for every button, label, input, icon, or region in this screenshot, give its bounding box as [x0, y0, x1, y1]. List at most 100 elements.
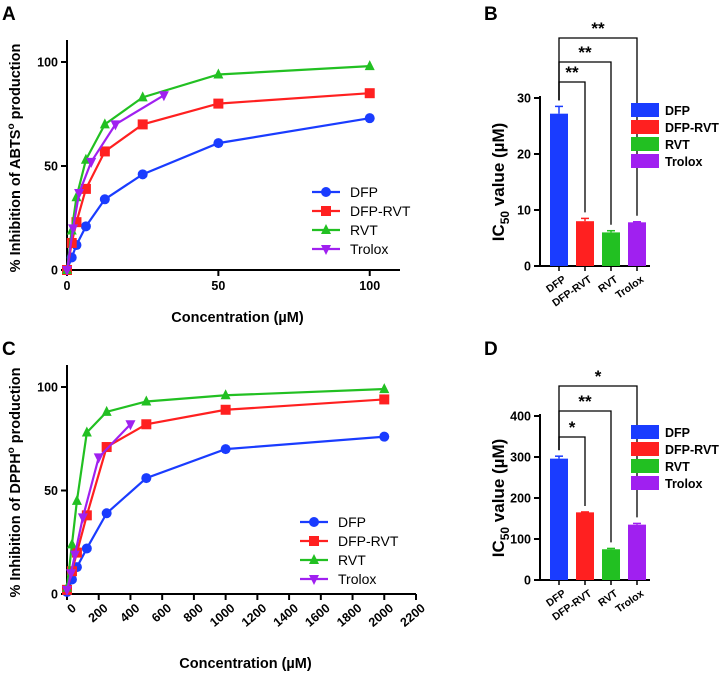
significance-label: ** [591, 19, 605, 38]
data-point-dfp [213, 138, 224, 149]
data-point-dfp [141, 473, 152, 484]
data-point-rvt [66, 538, 77, 549]
y-axis-title-rest: production [8, 44, 24, 124]
legend-marker-trolox [321, 245, 331, 255]
y-tick-label: 0 [524, 574, 531, 588]
y-tick-label: 20 [517, 148, 531, 162]
y-axis-title-main: % Inhibition of DPPH [8, 453, 24, 597]
legend-marker-rvt [309, 554, 319, 564]
legend-label-rvt: RVT [665, 138, 690, 152]
bar-rvt [602, 549, 620, 580]
data-point-dfp-rvt [379, 394, 390, 405]
panel-letter-b: B [484, 4, 498, 25]
panel-letter-d: D [484, 339, 498, 360]
data-point-trolox [125, 420, 136, 431]
x-tick-label: 2200 [398, 601, 428, 630]
data-point-rvt [81, 426, 92, 437]
data-point-rvt [364, 60, 375, 71]
x-tick-label: 1400 [271, 601, 301, 630]
y-axis-title: IC50 value (µM) [489, 439, 512, 558]
legend-marker-rvt [321, 224, 331, 234]
legend-marker-dfp [321, 187, 331, 197]
panel-a-line-chart: 0 50 100 0 50 100 Concentration (µM) % Inhibiti… [6, 40, 411, 326]
data-point-rvt [101, 405, 112, 416]
x-tick-label: 0 [64, 279, 71, 293]
y-axis-title-subscript: 50 [498, 211, 512, 225]
legend-swatch-dfp-rvt [631, 120, 659, 134]
y-axis-title-rest: production [8, 367, 24, 447]
legend-marker-dfp-rvt [309, 536, 319, 546]
legend-swatch-dfp [631, 425, 659, 439]
y-tick-label: 100 [37, 56, 58, 70]
legend-label-rvt: RVT [338, 552, 366, 568]
y-tick-label: 100 [510, 533, 531, 547]
data-point-dfp [220, 444, 231, 455]
legend-swatch-dfp-rvt [631, 442, 659, 456]
legend-label-rvt: RVT [350, 222, 378, 238]
significance-label: * [569, 418, 576, 437]
y-tick-label: 0 [51, 264, 58, 278]
y-tick-label: 50 [44, 484, 58, 498]
bar-trolox [628, 524, 646, 580]
data-point-dfp [81, 543, 92, 554]
data-point-rvt [137, 91, 148, 102]
y-axis-title-rest: value (µM) [489, 439, 508, 527]
legend-marker-dfp-rvt [321, 206, 331, 216]
significance-label: ** [578, 43, 592, 62]
bar-dfp [550, 458, 568, 580]
y-tick-label: 200 [510, 492, 531, 506]
legend-swatch-rvt [631, 459, 659, 473]
y-axis-title-main: IC [489, 540, 508, 557]
x-tick-label: 100 [359, 279, 380, 293]
y-axis-title: % Inhibition of DPPHo production [6, 367, 24, 597]
y-axis-title-main: % Inhibition of ABTS [8, 129, 24, 272]
x-tick-label: 800 [181, 601, 206, 625]
x-tick-label: 1800 [334, 601, 364, 630]
data-point-rvt [71, 494, 82, 505]
legend-marker-dfp [309, 517, 319, 527]
data-point-dfp-rvt [99, 146, 110, 157]
y-tick-label: 100 [37, 381, 58, 395]
series-line-dfp [65, 435, 385, 593]
y-tick-label: 300 [510, 451, 531, 465]
bar-dfp [550, 113, 568, 267]
series-line-dfp-rvt [65, 398, 385, 591]
bar-dfp-rvt [576, 221, 594, 266]
bar-trolox [628, 222, 646, 266]
y-axis-title: % Inhibition of ABTSo production [6, 44, 24, 273]
y-axis-title-rest: value (µM) [489, 123, 508, 211]
y-axis-title-superscript: o [6, 123, 17, 129]
legend-label-dfp-rvt: DFP-RVT [665, 443, 719, 457]
category-label-trolox: Trolox [613, 587, 646, 615]
data-point-dfp [364, 113, 375, 124]
x-tick-label: 600 [149, 601, 174, 625]
data-point-trolox [62, 266, 72, 276]
legend-label-dfp: DFP [665, 104, 690, 118]
y-axis-title-main: IC [489, 224, 508, 241]
category-label-trolox: Trolox [613, 273, 646, 301]
data-point-trolox [69, 550, 80, 561]
significance-label: ** [565, 63, 579, 82]
data-point-dfp [80, 221, 91, 232]
data-point-trolox [158, 91, 169, 102]
legend-label-dfp: DFP [338, 514, 366, 530]
data-point-trolox [65, 569, 76, 580]
legend-label-trolox: Trolox [350, 241, 388, 257]
x-tick-label: 200 [86, 601, 111, 625]
panel-letter-c: C [2, 339, 16, 360]
data-point-dfp-rvt [71, 217, 82, 228]
data-point-dfp-rvt [137, 119, 148, 130]
series-line-rvt [65, 387, 385, 588]
panel-letter-a: A [2, 4, 16, 25]
data-point-dfp [99, 194, 110, 205]
x-tick-label: 1200 [239, 601, 269, 630]
significance-label: * [595, 367, 602, 386]
y-tick-label: 30 [517, 92, 531, 106]
data-point-dfp-rvt [80, 183, 91, 194]
legend-marker-trolox [309, 575, 319, 585]
data-point-trolox [93, 453, 104, 464]
y-tick-label: 10 [517, 204, 531, 218]
